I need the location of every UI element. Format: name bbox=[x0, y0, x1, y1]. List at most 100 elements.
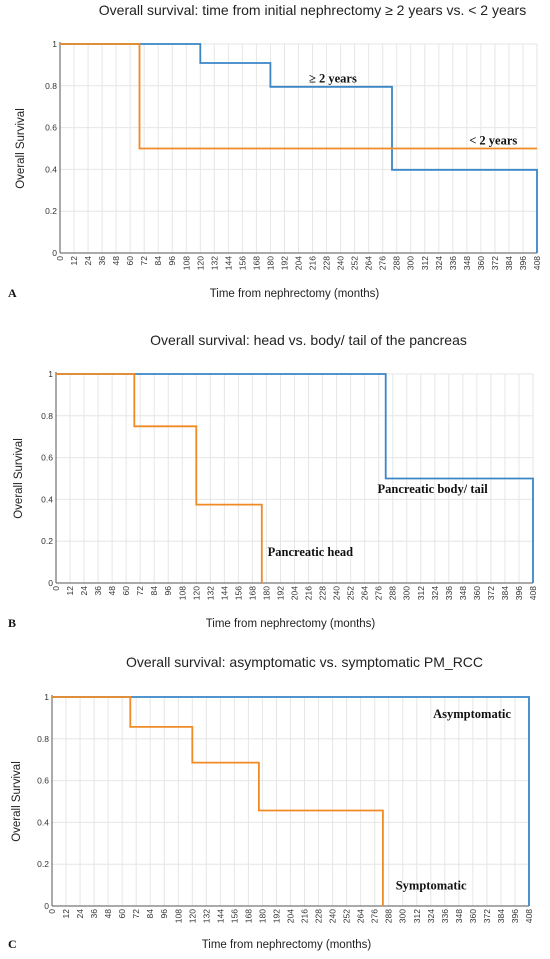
x-tick-label: 240 bbox=[328, 909, 338, 923]
chart-panel-b: 0 0.2 0.4 0.6 0.8 1 0 12 24 36 48 60 72 84 96 108 120 132… bbox=[8, 332, 538, 630]
x-tick-label: 36 bbox=[89, 909, 99, 919]
x-tick-label: 180 bbox=[265, 256, 275, 270]
curve-annotation: Pancreatic head bbox=[268, 545, 354, 559]
chart-panel-a: 0 0.2 0.4 0.6 0.8 1 0 12 24 36 48 60 72 84 96 108 120 132… bbox=[8, 2, 542, 300]
x-tick-label: 12 bbox=[61, 909, 71, 919]
x-tick-label: 204 bbox=[294, 256, 304, 270]
x-tick-label: 216 bbox=[300, 909, 310, 923]
panel-letter: B bbox=[8, 616, 16, 630]
y-tick-label: 0 bbox=[48, 578, 53, 588]
survival-curve-2 bbox=[52, 696, 384, 906]
x-tick-label: 336 bbox=[444, 586, 454, 600]
x-tick-label: 348 bbox=[462, 256, 472, 270]
x-tick-label: 192 bbox=[279, 256, 289, 270]
y-tick-label: 0.4 bbox=[45, 164, 57, 174]
x-tick-label: 408 bbox=[524, 909, 534, 923]
x-tick-label: 216 bbox=[304, 586, 314, 600]
x-tick-label: 360 bbox=[476, 256, 486, 270]
x-tick-label: 144 bbox=[219, 586, 229, 600]
x-tick-label: 228 bbox=[314, 909, 324, 923]
x-tick-label: 96 bbox=[167, 256, 177, 266]
y-tick-label: 0.6 bbox=[41, 453, 53, 463]
survival-curve-2 bbox=[60, 43, 537, 150]
x-tick-label: 348 bbox=[454, 909, 464, 923]
x-tick-label: 276 bbox=[370, 909, 380, 923]
x-tick-label: 168 bbox=[251, 256, 261, 270]
x-tick-label: 324 bbox=[426, 909, 436, 923]
x-tick-label: 72 bbox=[135, 586, 145, 596]
x-tick-label: 84 bbox=[153, 256, 163, 266]
x-tick-label: 408 bbox=[528, 586, 538, 600]
x-tick-label: 60 bbox=[125, 256, 135, 266]
y-tick-label: 1 bbox=[52, 39, 57, 49]
y-tick-label: 1 bbox=[44, 692, 49, 702]
x-tick-label: 312 bbox=[416, 586, 426, 600]
y-tick-label: 0.2 bbox=[45, 206, 57, 216]
x-tick-label: 48 bbox=[107, 586, 117, 596]
x-tick-label: 12 bbox=[69, 256, 79, 266]
x-tick-label: 384 bbox=[496, 909, 506, 923]
curve-annotation: Asymptomatic bbox=[433, 707, 511, 721]
x-tick-label: 108 bbox=[181, 256, 191, 270]
x-tick-label: 252 bbox=[346, 586, 356, 600]
x-tick-label: 156 bbox=[233, 586, 243, 600]
x-tick-label: 96 bbox=[159, 909, 169, 919]
x-tick-label: 156 bbox=[237, 256, 247, 270]
x-tick-label: 24 bbox=[75, 909, 85, 919]
chart-title: Overall survival: time from initial neph… bbox=[99, 2, 526, 18]
y-tick-label: 0.4 bbox=[37, 817, 49, 827]
x-tick-label: 264 bbox=[360, 586, 370, 600]
x-tick-label: 48 bbox=[111, 256, 121, 266]
x-tick-label: 276 bbox=[374, 586, 384, 600]
x-tick-label: 288 bbox=[392, 256, 402, 270]
x-tick-label: 312 bbox=[420, 256, 430, 270]
x-tick-label: 240 bbox=[332, 586, 342, 600]
x-tick-label: 48 bbox=[103, 909, 113, 919]
x-tick-label: 120 bbox=[195, 256, 205, 270]
x-tick-label: 0 bbox=[51, 586, 61, 591]
panel-letter: C bbox=[8, 937, 17, 951]
x-tick-label: 192 bbox=[275, 586, 285, 600]
x-tick-label: 288 bbox=[388, 586, 398, 600]
y-tick-label: 0.8 bbox=[45, 81, 57, 91]
x-tick-label: 204 bbox=[286, 909, 296, 923]
x-tick-label: 264 bbox=[364, 256, 374, 270]
chart-title: Overall survival: asymptomatic vs. sympt… bbox=[126, 654, 483, 670]
x-axis-label: Time from nephrectomy (months) bbox=[210, 288, 380, 300]
y-axis-label: Overall Survival bbox=[11, 761, 23, 842]
survival-curve-1 bbox=[52, 696, 530, 906]
x-tick-label: 180 bbox=[261, 586, 271, 600]
x-tick-label: 240 bbox=[336, 256, 346, 270]
y-tick-label: 0.6 bbox=[45, 123, 57, 133]
x-tick-label: 36 bbox=[97, 256, 107, 266]
x-tick-label: 396 bbox=[510, 909, 520, 923]
x-tick-label: 384 bbox=[500, 586, 510, 600]
y-axis-label: Overall Survival bbox=[13, 438, 25, 519]
x-tick-label: 72 bbox=[139, 256, 149, 266]
x-tick-label: 252 bbox=[342, 909, 352, 923]
x-tick-label: 0 bbox=[55, 256, 65, 261]
x-tick-label: 300 bbox=[402, 586, 412, 600]
x-tick-label: 84 bbox=[149, 586, 159, 596]
x-tick-label: 228 bbox=[318, 586, 328, 600]
y-tick-label: 0.8 bbox=[37, 734, 49, 744]
curve-annotation: Pancreatic body/ tail bbox=[378, 482, 489, 496]
x-axis-label: Time from nephrectomy (months) bbox=[206, 618, 376, 630]
x-tick-label: 396 bbox=[514, 586, 524, 600]
x-tick-label: 120 bbox=[191, 586, 201, 600]
x-tick-label: 360 bbox=[468, 909, 478, 923]
x-tick-label: 216 bbox=[308, 256, 318, 270]
x-tick-label: 36 bbox=[93, 586, 103, 596]
x-tick-label: 144 bbox=[215, 909, 225, 923]
x-tick-label: 348 bbox=[458, 586, 468, 600]
x-tick-label: 228 bbox=[322, 256, 332, 270]
y-axis-label: Overall Survival bbox=[15, 108, 27, 189]
chart-title: Overall survival: head vs. body/ tail of… bbox=[150, 332, 467, 348]
x-tick-label: 108 bbox=[177, 586, 187, 600]
x-tick-label: 84 bbox=[145, 909, 155, 919]
curve-annotation: Symptomatic bbox=[396, 878, 467, 892]
x-tick-label: 324 bbox=[430, 586, 440, 600]
x-tick-label: 96 bbox=[163, 586, 173, 596]
curve-annotation: < 2 years bbox=[469, 133, 517, 147]
